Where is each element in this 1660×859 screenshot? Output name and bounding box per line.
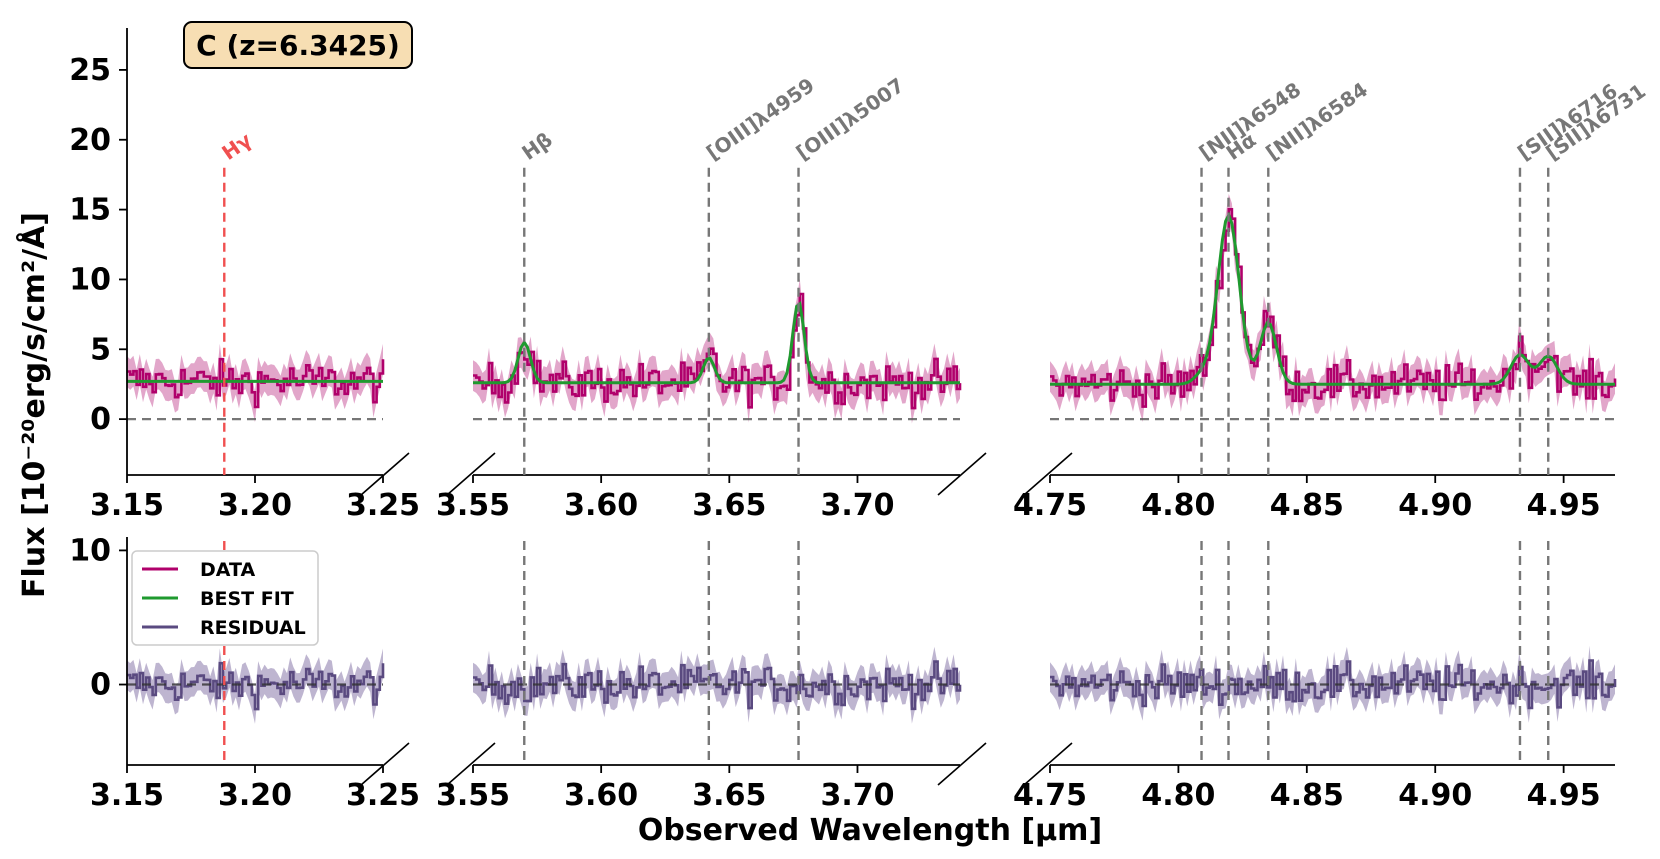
axis-break-right-1-0 [937, 452, 987, 496]
residual-spectrum-0 [127, 661, 385, 711]
best-fit-2 [1050, 211, 1615, 386]
residual-error-band-0 [127, 648, 383, 724]
x-tick-label-top-2-3: 4.90 [1398, 488, 1472, 523]
axis-break-left-1-0 [446, 452, 496, 496]
x-tick-label-top-1-0: 3.55 [436, 488, 510, 523]
data-spectrum-0 [127, 357, 385, 409]
legend-box [131, 550, 319, 646]
residual-spectrum-2 [1050, 659, 1617, 710]
x-tick-label-bottom-2-2: 4.85 [1270, 778, 1344, 813]
x-tick-label-top-0-2: 3.25 [346, 488, 420, 523]
y-tick-label-top-2: 10 [69, 262, 111, 297]
legend-label-residual: RESIDUAL [200, 617, 306, 639]
x-tick-label-top-2-4: 4.95 [1527, 488, 1601, 523]
data-error-band-1 [473, 278, 960, 424]
axis-break-left-2-0 [1023, 452, 1073, 496]
x-tick-label-bottom-2-4: 4.95 [1527, 778, 1601, 813]
y-tick-label-bottom-0: 0 [90, 668, 111, 703]
x-tick-label-bottom-0-0: 3.15 [90, 778, 164, 813]
x-tick-label-top-0-1: 3.20 [218, 488, 292, 523]
data-error-band-2 [1050, 193, 1615, 422]
x-tick-label-bottom-2-0: 4.75 [1013, 778, 1087, 813]
x-tick-label-top-1-1: 3.60 [564, 488, 638, 523]
axis-break-left-2-1 [1023, 742, 1073, 786]
y-tick-label-top-3: 15 [69, 193, 111, 228]
axis-break-right-0-1 [360, 742, 410, 786]
x-tick-label-bottom-0-1: 3.20 [218, 778, 292, 813]
axis-break-right-1-1 [937, 742, 987, 786]
x-tick-label-top-0-0: 3.15 [90, 488, 164, 523]
residual-error-band-2 [1050, 645, 1615, 723]
x-tick-label-top-1-2: 3.65 [692, 488, 766, 523]
axis-break-left-1-1 [446, 742, 496, 786]
x-tick-label-top-2-1: 4.80 [1141, 488, 1215, 523]
emission-line-1-label: Hβ [517, 127, 556, 164]
legend-label-data: DATA [200, 559, 255, 581]
legend-label-best-fit: BEST FIT [200, 588, 294, 610]
x-tick-label-bottom-1-2: 3.65 [692, 778, 766, 813]
y-tick-label-top-4: 20 [69, 123, 111, 158]
x-tick-label-bottom-2-3: 4.90 [1398, 778, 1472, 813]
data-spectrum-2 [1050, 208, 1617, 408]
y-tick-label-top-1: 5 [90, 332, 111, 367]
redshift-badge-label: C (z=6.3425) [196, 29, 400, 62]
x-tick-label-bottom-0-2: 3.25 [346, 778, 420, 813]
x-tick-label-top-2-2: 4.85 [1270, 488, 1344, 523]
y-tick-label-bottom-1: 10 [69, 533, 111, 568]
legend: DATA BEST FIT RESIDUAL [131, 550, 319, 646]
residual-spectrum-1 [473, 660, 962, 711]
y-tick-label-top-0: 0 [90, 402, 111, 437]
data-error-band-0 [127, 343, 383, 423]
emission-line-0-label: Hγ [217, 128, 256, 165]
x-tick-label-bottom-1-0: 3.55 [436, 778, 510, 813]
x-axis-title: Observed Wavelength [μm] [638, 813, 1102, 848]
redshift-badge-box [183, 21, 413, 69]
axis-break-right-0-0 [360, 452, 410, 496]
x-tick-label-top-2-0: 4.75 [1013, 488, 1087, 523]
redshift-badge: C (z=6.3425) [183, 21, 413, 69]
y-axis-title: Flux [10⁻²⁰erg/s/cm²/Å] [15, 212, 52, 598]
x-tick-label-bottom-1-3: 3.70 [820, 778, 894, 813]
x-tick-label-bottom-2-1: 4.80 [1141, 778, 1215, 813]
x-tick-label-bottom-1-1: 3.60 [564, 778, 638, 813]
y-tick-label-top-5: 25 [69, 53, 111, 88]
x-tick-label-top-1-3: 3.70 [820, 488, 894, 523]
best-fit-1 [473, 301, 960, 385]
